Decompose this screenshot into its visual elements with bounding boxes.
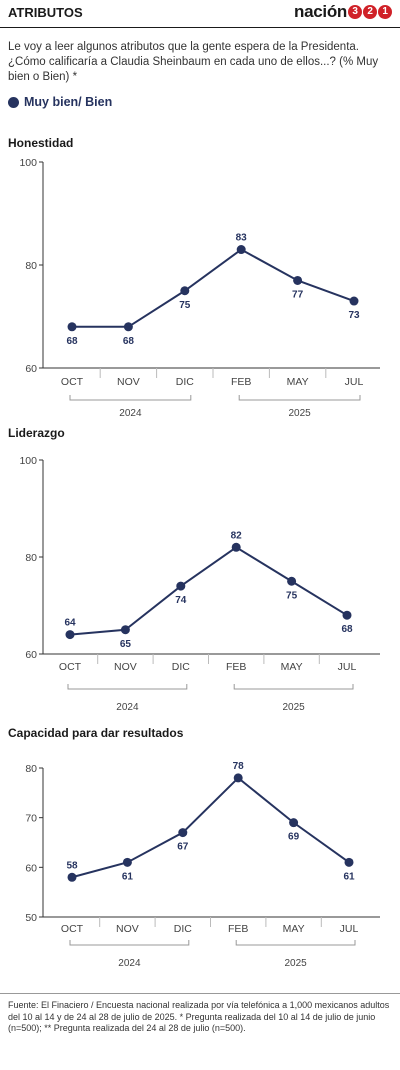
- x-tick-label: DIC: [172, 661, 191, 673]
- year-bracket: [233, 684, 354, 690]
- data-label: 78: [233, 761, 245, 772]
- y-tick-label: 100: [19, 157, 37, 169]
- x-tick-label: JUL: [338, 661, 357, 673]
- x-tick-label: JUL: [345, 376, 364, 388]
- brand-logo: nación 3 2 1: [294, 2, 392, 22]
- y-tick-label: 70: [25, 813, 37, 825]
- data-point: [236, 245, 246, 255]
- data-point: [120, 625, 130, 635]
- data-point: [67, 322, 77, 332]
- logo-word: nación: [294, 2, 347, 21]
- legend: Muy bien/ Bien: [8, 95, 112, 109]
- source-note: Fuente: El Finaciero / Encuesta nacional…: [8, 1000, 390, 1033]
- data-label: 73: [348, 310, 360, 321]
- data-label: 61: [343, 871, 355, 882]
- x-tick-label: FEB: [231, 376, 251, 388]
- data-label: 75: [179, 300, 191, 311]
- header-divider: [0, 27, 400, 28]
- data-point: [233, 773, 243, 783]
- y-tick-label: 60: [25, 862, 37, 874]
- y-tick-label: 100: [19, 455, 37, 467]
- data-label: 82: [231, 530, 243, 541]
- data-point: [65, 630, 75, 640]
- y-tick-label: 50: [25, 912, 37, 924]
- data-point: [293, 275, 303, 285]
- header-bar: ATRIBUTOS nación 3 2 1: [0, 0, 400, 29]
- year-label: 2025: [284, 958, 307, 969]
- data-point: [180, 286, 190, 296]
- chart-honestidad: 60 80 100 OCT NOV DIC FEB MAY JUL 2024 2025 68 68 75 8…: [19, 157, 380, 419]
- chart-liderazgo: 60 80 100 OCT NOV DIC FEB MAY JUL 2024 2025 64 65 74 8…: [19, 455, 380, 713]
- year-label: 2024: [116, 702, 139, 713]
- y-tick-label: 80: [25, 552, 37, 564]
- y-tick-label: 60: [25, 363, 37, 375]
- series-line: [71, 776, 350, 879]
- logo-digit-3: 1: [378, 5, 392, 19]
- year-bracket: [67, 684, 188, 690]
- x-tick-label: DIC: [176, 376, 195, 388]
- data-label: 58: [66, 860, 78, 871]
- year-label: 2024: [118, 958, 141, 969]
- data-label: 74: [175, 595, 187, 606]
- data-label: 68: [341, 624, 353, 635]
- x-tick-label: OCT: [59, 661, 82, 673]
- logo-digit-1: 3: [348, 5, 362, 19]
- data-point: [176, 581, 186, 591]
- data-label: 75: [286, 590, 298, 601]
- data-label: 77: [292, 289, 304, 300]
- x-tick-label: NOV: [117, 376, 140, 388]
- year-label: 2025: [282, 702, 305, 713]
- series-line: [69, 546, 348, 636]
- data-point: [344, 857, 354, 867]
- data-point: [67, 872, 77, 882]
- footer-divider: [0, 993, 400, 994]
- data-label: 65: [120, 639, 132, 650]
- data-point: [289, 818, 299, 828]
- chart-title-liderazgo: Liderazgo: [8, 426, 65, 440]
- y-tick-label: 80: [25, 260, 37, 272]
- data-point: [349, 296, 359, 306]
- logo-digit-2: 2: [363, 5, 377, 19]
- data-point: [178, 828, 188, 838]
- x-tick-label: JUL: [340, 923, 359, 935]
- data-label: 61: [122, 871, 134, 882]
- x-tick-label: MAY: [283, 923, 305, 935]
- legend-marker: [8, 96, 19, 108]
- data-point: [287, 576, 297, 586]
- y-tick-label: 80: [25, 763, 37, 775]
- x-tick-label: MAY: [281, 661, 303, 673]
- year-bracket: [69, 940, 190, 946]
- chart-title-honestidad: Honestidad: [8, 136, 74, 150]
- chart-capacidad: 50 60 70 80 OCT NOV DIC FEB MAY JUL 2024 2025 58 61 67…: [25, 761, 380, 969]
- y-tick-label: 60: [25, 649, 37, 661]
- x-tick-label: NOV: [116, 923, 139, 935]
- year-bracket: [238, 395, 361, 401]
- data-label: 83: [236, 233, 248, 244]
- chart-title-capacidad: Capacidad para dar resultados: [8, 726, 184, 740]
- legend-label: Muy bien/ Bien: [24, 95, 113, 109]
- x-tick-label: OCT: [61, 376, 84, 388]
- data-point: [123, 322, 133, 332]
- year-bracket: [69, 395, 192, 401]
- x-tick-label: FEB: [228, 923, 248, 935]
- data-point: [231, 542, 241, 552]
- year-label: 2024: [119, 408, 142, 419]
- x-tick-label: NOV: [114, 661, 137, 673]
- x-tick-label: DIC: [174, 923, 193, 935]
- data-label: 64: [64, 618, 76, 629]
- x-tick-label: OCT: [61, 923, 84, 935]
- data-label: 68: [123, 336, 135, 347]
- data-point: [122, 857, 132, 867]
- section-title: ATRIBUTOS: [8, 5, 83, 20]
- data-label: 67: [177, 842, 189, 853]
- series-line: [72, 248, 355, 328]
- year-bracket: [235, 940, 356, 946]
- data-label: 69: [288, 832, 300, 843]
- question-text: Le voy a leer algunos atributos que la g…: [8, 41, 379, 83]
- year-label: 2025: [288, 408, 311, 419]
- data-point: [342, 610, 352, 620]
- x-tick-label: MAY: [287, 376, 309, 388]
- data-label: 68: [66, 336, 78, 347]
- x-tick-label: FEB: [226, 661, 246, 673]
